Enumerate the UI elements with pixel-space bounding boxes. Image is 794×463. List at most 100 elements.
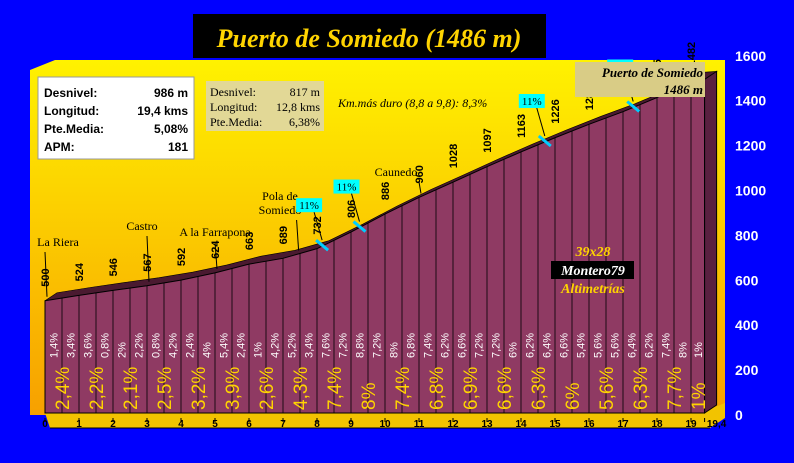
km-slope-label: 1% [689,382,710,410]
subsegment-slope-label: 2,4% [236,333,248,358]
subsegment-slope-label: 7,2% [474,333,486,358]
stat-value: 181 [168,140,188,154]
km-slope-label: 7,4% [393,367,414,410]
y-tick-label: 1200 [735,138,766,154]
km-altitude-label: 592 [176,248,188,266]
subsegment-slope-label: 6,6% [559,333,571,358]
subsegment-slope-label: 3,4% [66,333,78,358]
subsegment-slope-label: 0,8% [151,333,163,358]
subsegment-slope-label: 8% [678,342,690,358]
km-slope-label: 2,6% [257,367,278,410]
x-tick-label: 16 [583,419,595,430]
subsegment-slope-label: 6% [508,342,520,358]
steep-marker-leader [313,212,323,241]
km-slope-label: 3,9% [223,367,244,410]
credit-brand: Altimetrías [560,282,625,297]
place-leader-line [146,235,150,282]
km-slope-label: 7,4% [325,367,346,410]
subsegment-slope-label: 2,2% [134,333,146,358]
km-slope-label: 2,1% [121,367,142,410]
steep-marker-box [518,94,545,109]
stat-value: 6,38% [289,115,320,129]
y-tick-label: 1000 [735,183,766,199]
x-tick-label: 2 [110,419,116,430]
place-name: Castro [126,219,157,233]
subsegment-slope-label: 6,8% [406,333,418,358]
x-tick-label: 19 [685,419,697,430]
stat-value: 986 m [154,86,188,100]
x-tick-label: 13 [481,419,493,430]
subsegment-slope-label: 4,2% [270,333,282,358]
subsegment-slope-label: 6,2% [440,333,452,358]
x-tick-label: 8 [314,419,320,430]
x-tick-label: 15 [549,419,561,430]
stat-label: Pte.Media: [44,122,104,136]
km-slope-label: 4,3% [291,367,312,410]
km-altitude-label: 1163 [516,114,528,138]
place-leader-line [296,219,300,251]
place-leader-line [418,181,422,194]
stats-total-box: Desnivel: 986 m Longitud: 19,4 kms Pte.M… [37,76,195,160]
y-tick-label: 1400 [735,93,766,109]
stat-label: Pte.Media: [210,115,262,129]
km-altitude-label: 1097 [482,128,494,152]
km-slope-label: 6,3% [631,367,652,410]
x-tick-label: 0 [42,419,48,430]
credit-size: 39x28 [575,245,611,260]
steep-marker-box [333,179,360,194]
km-altitude-label: 546 [108,258,120,276]
subsegment-slope-label: 5,6% [610,333,622,358]
credit-author-box [551,261,634,279]
steep-marker-line [315,239,330,252]
subsegment-slope-label: 2,4% [185,333,197,358]
km-altitude-label: 1226 [550,99,562,123]
subsegment-slope-label: 1% [253,342,265,358]
stat-value: 19,4 kms [137,104,188,118]
summit-altitude: 1486 m [664,82,703,97]
subsegment-slope-label: 6,4% [542,333,554,358]
subsegment-slope-label: 6,4% [627,333,639,358]
y-tick-label: 0 [735,407,743,423]
x-tick-label: 17 [617,419,629,430]
place-name: Somiedo [259,203,302,217]
subsegment-slope-label: 7,2% [338,333,350,358]
y-tick-label: 600 [735,272,759,288]
subsegment-slope-label: 0,8% [100,333,112,358]
x-tick-label: 1 [76,419,82,430]
subsegment-slope-label: 7,2% [372,333,384,358]
steep-marker-line [352,220,367,233]
x-tick-label: 10 [379,419,391,430]
km-slope-label: 6% [563,382,584,410]
km-slope-label: 6,6% [495,367,516,410]
y-tick-label: 400 [735,317,759,333]
title-box [193,14,546,58]
profile-side-face [704,70,718,414]
km-slope-label: 5,6% [597,367,618,410]
subsegment-slope-label: 5,4% [576,333,588,358]
chart-title: Puerto de Somiedo (1486 m) [216,24,522,53]
y-tick-label: 1600 [735,48,766,64]
km-altitude-label: 524 [74,262,86,281]
subsegment-slope-label: 3,4% [304,333,316,358]
subsegment-slope-label: 6,6% [457,333,469,358]
place-name: La Riera [37,235,79,249]
stat-label: Longitud: [210,100,257,114]
stat-value: 817 m [290,85,321,99]
stat-label: Desnivel: [210,85,256,99]
stat-label: Longitud: [44,104,99,118]
stats-hard-box: Desnivel: 817 m Longitud: 12,8 kms Pte.M… [206,81,324,131]
subsegment-slope-label: 4% [202,342,214,358]
x-tick-label: 9 [348,419,354,430]
x-tick-label: 19,4 [707,419,727,430]
hardest-km-note: Km.más duro (8,8 a 9,8): 8,3% [337,96,487,110]
steep-marker-line [537,134,552,148]
km-slope-label: 6,9% [461,367,482,410]
km-slope-label: 6,8% [427,367,448,410]
x-tick-label: 12 [447,419,459,430]
x-tick-label: 4 [178,419,184,430]
stat-value: 12,8 kms [276,100,320,114]
place-leader-line [214,241,218,269]
x-tick-label: 18 [651,419,663,430]
km-altitude-label: 663 [244,232,256,250]
